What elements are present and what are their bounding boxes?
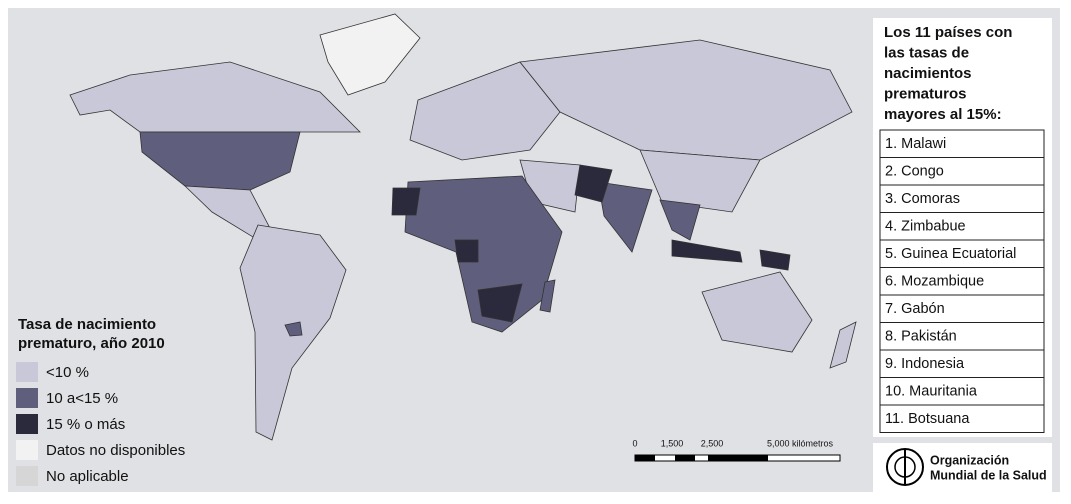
world-map	[69, 13, 857, 441]
indonesia-east	[759, 249, 791, 271]
ranking-row	[879, 184, 1045, 213]
new-zealand	[829, 321, 857, 369]
legend-swatch	[16, 440, 38, 460]
uruguay	[284, 321, 303, 337]
pakistan	[574, 164, 613, 203]
logo-line: Mundial de la Salud	[930, 468, 1047, 482]
who-emblem	[886, 448, 924, 486]
north-america	[69, 61, 361, 133]
legend-label: 15 % o más	[46, 416, 125, 433]
ranking-row	[879, 404, 1045, 433]
ranking-title: nacimientos	[884, 65, 972, 82]
ranking-item: 5. Guinea Ecuatorial	[885, 246, 1016, 262]
legend-swatch	[16, 414, 38, 434]
ranking-row	[879, 239, 1045, 268]
scale-label: 1,500	[661, 438, 684, 448]
ranking-row	[879, 349, 1045, 378]
logo-panel	[873, 443, 1052, 492]
legend-swatch	[16, 466, 38, 486]
legend-title: Tasa de nacimiento	[18, 316, 156, 333]
scale-label: 5,000 kilómetros	[767, 438, 834, 448]
ranking-title: Los 11 países con	[884, 24, 1012, 41]
congo	[454, 239, 479, 263]
ranking-title: prematuros	[884, 85, 967, 102]
ranking-item: 6. Mozambique	[885, 273, 984, 289]
ranking-item: 2. Congo	[885, 163, 944, 179]
australia	[701, 271, 813, 353]
greenland	[319, 13, 421, 96]
ranking-item: 4. Zimbabue	[885, 218, 966, 234]
ranking-row	[879, 322, 1045, 351]
ranking-item: 10. Mauritania	[885, 383, 978, 399]
legend-title: prematuro, año 2010	[18, 335, 165, 352]
legend-label: No aplicable	[46, 468, 129, 485]
southeast-asia	[659, 199, 701, 241]
mauritania	[391, 187, 421, 216]
scale-segment	[708, 455, 768, 461]
ranking-title: mayores al 15%:	[884, 106, 1002, 123]
africa	[404, 175, 563, 333]
ranking-item: 11. Botsuana	[885, 411, 970, 427]
ranking-item: 8. Pakistán	[885, 328, 957, 344]
china	[639, 149, 761, 213]
legend-label: <10 %	[46, 364, 89, 381]
scale-bar: 0 1,500 2,500 5,000 kilómetros	[632, 438, 841, 462]
india	[597, 181, 653, 253]
ranking-row	[879, 129, 1045, 158]
scale-label: 0	[632, 438, 637, 448]
logo-line: Organización	[930, 453, 1009, 467]
ranking-title: las tasas de	[884, 44, 969, 61]
scale-label: 2,500	[701, 438, 724, 448]
scale-segment	[675, 455, 695, 461]
southern-africa	[477, 283, 523, 323]
legend-swatch	[16, 388, 38, 408]
ranking-item: 7. Gabón	[885, 301, 945, 317]
madagascar	[539, 279, 556, 313]
ranking-row	[879, 377, 1045, 406]
ranking-item: 9. Indonesia	[885, 356, 965, 372]
scale-segment	[635, 455, 655, 461]
russia	[519, 39, 853, 161]
legend-label: 10 a<15 %	[46, 390, 118, 407]
ranking-row	[879, 212, 1045, 241]
legend: Tasa de nacimiento prematuro, año 2010 <10…	[16, 316, 185, 486]
ranking-row	[879, 157, 1045, 186]
legend-label: Datos no disponibles	[46, 442, 185, 459]
legend-swatch	[16, 362, 38, 382]
indonesia-west	[671, 239, 743, 263]
ranking: Los 11 países con las tasas de nacimientos…	[879, 24, 1045, 433]
ranking-item: 1. Malawi	[885, 136, 946, 152]
ranking-item: 3. Comoras	[885, 191, 960, 207]
